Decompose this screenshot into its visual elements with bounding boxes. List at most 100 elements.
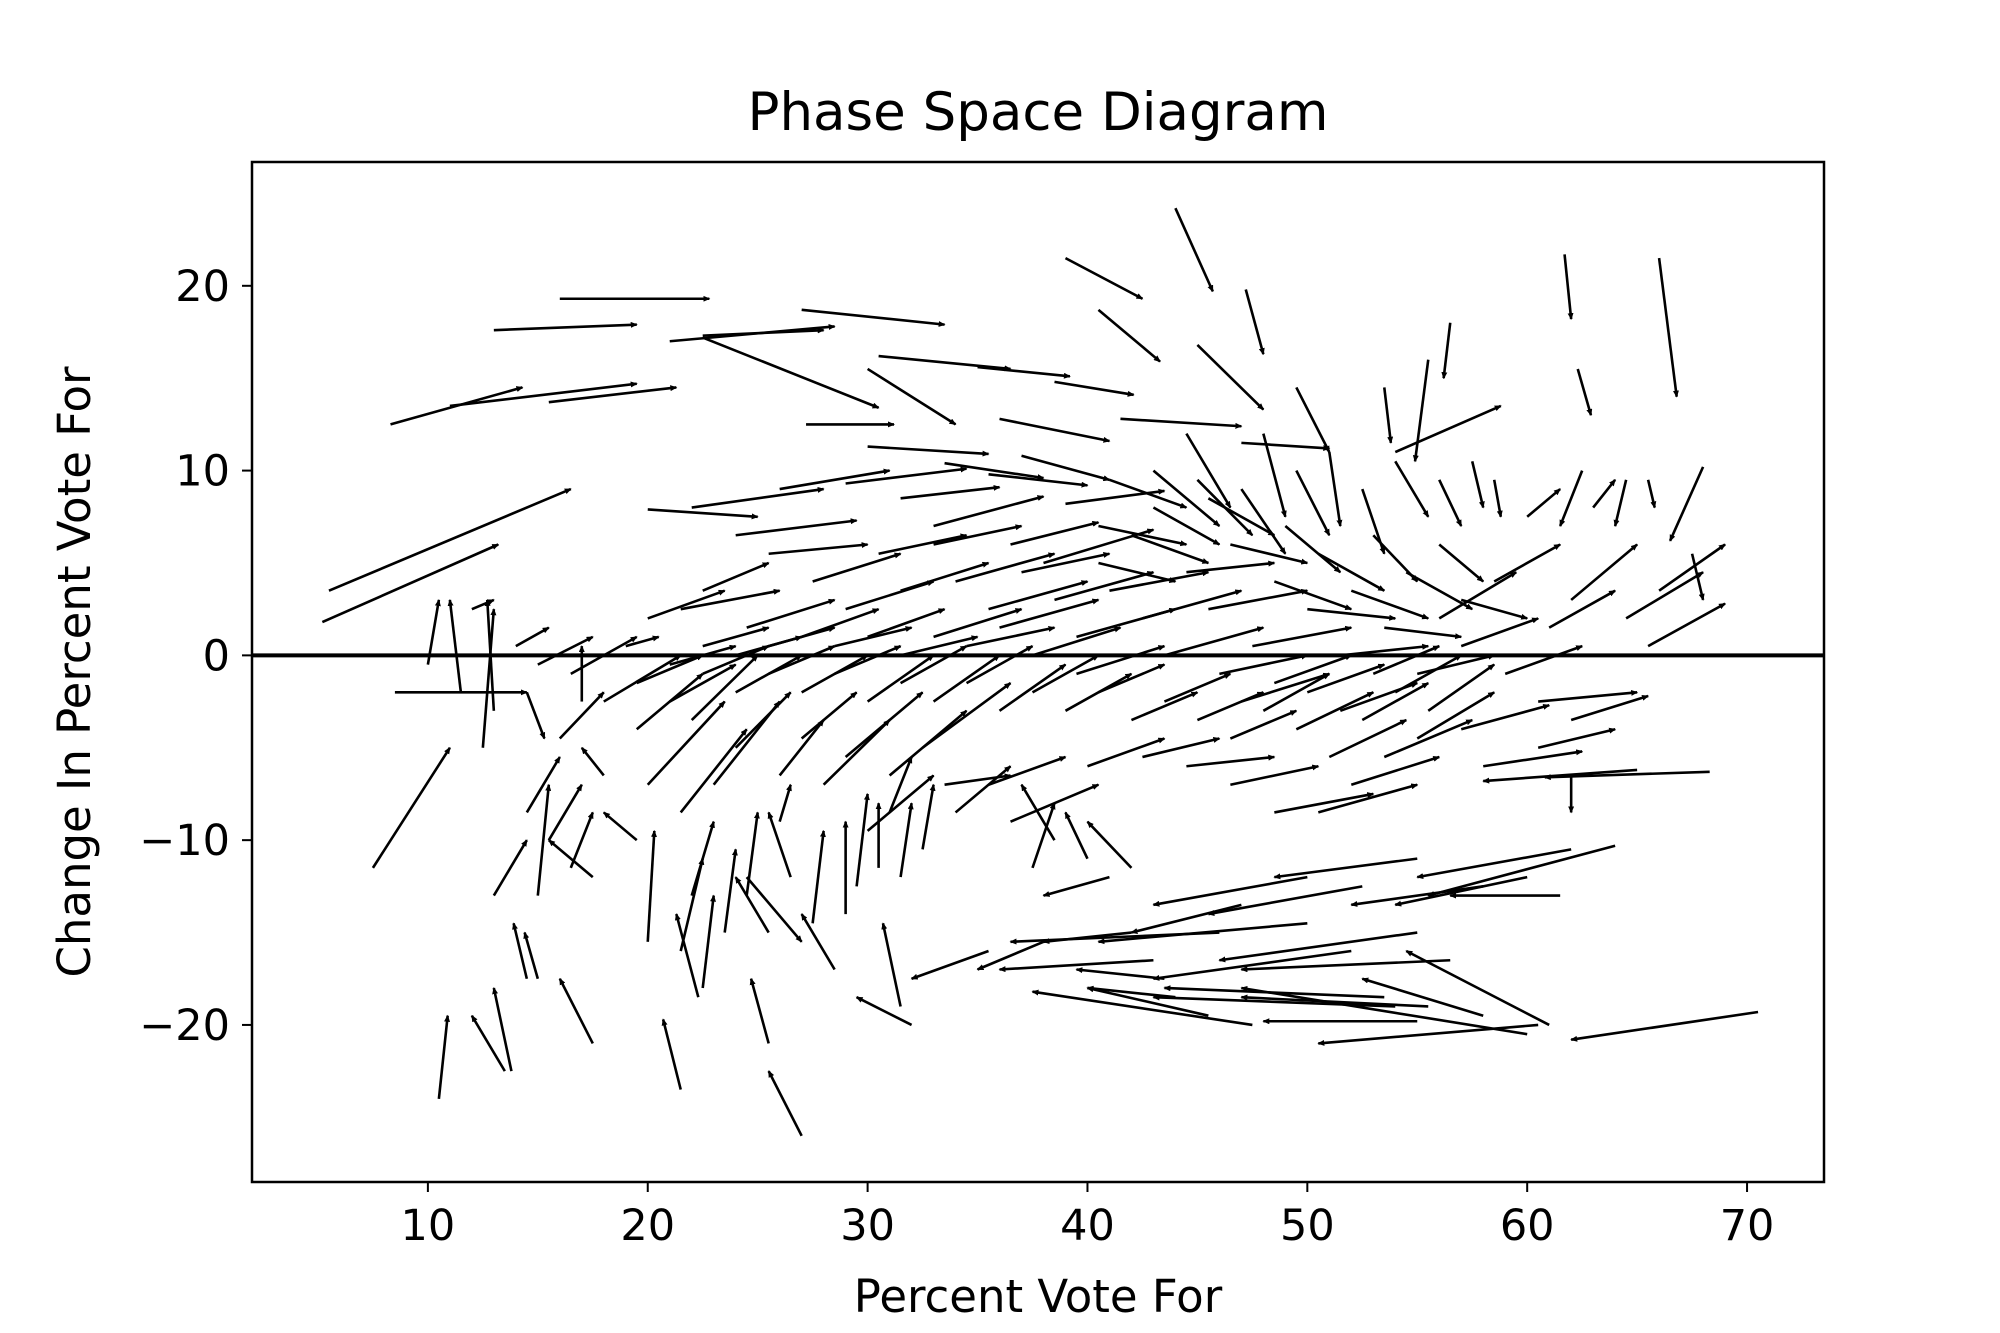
phase-arrow <box>679 728 748 814</box>
phase-arrow <box>735 635 803 657</box>
phase-arrow <box>1570 1010 1759 1042</box>
arrows-layer <box>321 207 1759 1137</box>
phase-arrow <box>646 829 657 942</box>
phase-arrow <box>1086 985 1176 999</box>
phase-arrow <box>800 691 858 740</box>
phase-arrow <box>525 691 546 740</box>
phase-arrow <box>1690 553 1705 601</box>
phase-arrow <box>921 783 936 850</box>
phase-arrow <box>647 508 759 520</box>
phase-arrow <box>1361 977 1484 1017</box>
phase-arrow <box>881 922 902 1007</box>
x-tick-label: 20 <box>620 1201 675 1251</box>
phase-arrow <box>1295 469 1331 537</box>
y-axis-label: Change In Percent Vote For <box>48 366 101 978</box>
phase-arrow <box>746 598 836 629</box>
phase-arrow <box>778 783 792 823</box>
phase-arrow <box>1273 654 1353 685</box>
phase-arrow <box>1086 820 1133 869</box>
phase-arrow <box>1295 386 1331 453</box>
phase-arrow <box>669 663 737 703</box>
phase-arrow <box>1120 417 1243 429</box>
phase-arrow <box>548 385 678 404</box>
y-tick-label: 20 <box>175 262 230 312</box>
phase-arrow <box>1152 506 1221 546</box>
phase-arrow <box>1394 460 1430 518</box>
phase-arrow <box>1097 308 1161 363</box>
phase-arrow <box>1350 885 1484 907</box>
phase-arrow <box>965 644 1034 685</box>
phase-arrow <box>855 996 913 1027</box>
phase-arrow <box>899 802 914 878</box>
phase-arrow <box>1010 520 1100 546</box>
phase-arrow <box>977 365 1071 379</box>
phase-arrow <box>1647 602 1726 648</box>
phase-arrow <box>1317 1023 1539 1046</box>
phase-arrow <box>866 654 935 703</box>
phase-arrow <box>1328 451 1343 528</box>
phase-arrow <box>1031 802 1056 869</box>
phase-arrow <box>1504 644 1584 676</box>
plot-frame <box>250 160 1826 1184</box>
phase-arrow <box>855 792 870 887</box>
phase-arrow <box>845 466 968 485</box>
y-tick-label: −20 <box>139 1001 230 1051</box>
phase-arrow <box>702 336 880 409</box>
phase-arrow <box>1328 718 1408 759</box>
phase-arrow <box>481 608 497 748</box>
phase-arrow <box>888 756 913 813</box>
phase-arrow <box>1538 689 1639 703</box>
phase-arrow <box>988 580 1089 611</box>
phase-arrow <box>1131 534 1210 565</box>
phase-arrow <box>1075 967 1165 981</box>
phase-arrow <box>735 654 803 694</box>
phase-arrow <box>580 746 605 777</box>
phase-arrow <box>734 876 770 934</box>
phase-arrow <box>1218 931 1418 963</box>
phase-arrow <box>1064 672 1133 712</box>
phase-arrow <box>1230 543 1309 565</box>
phase-arrow <box>1152 875 1308 907</box>
phase-arrow <box>1241 441 1331 452</box>
phase-arrow <box>1240 985 1528 1036</box>
phase-arrow <box>1350 755 1441 786</box>
phase-arrow <box>910 949 989 980</box>
phase-arrow <box>778 719 825 777</box>
phase-arrow <box>602 811 638 842</box>
phase-arrow <box>523 931 540 980</box>
phase-arrow <box>1087 737 1166 768</box>
phase-arrow <box>702 561 770 592</box>
phase-arrow <box>900 635 979 657</box>
phase-arrow <box>1065 488 1166 506</box>
phase-arrow <box>569 811 594 869</box>
phase-arrow <box>1273 857 1418 880</box>
phase-arrow <box>1109 570 1210 592</box>
phase-arrow <box>1438 543 1485 583</box>
x-tick-label: 10 <box>401 1201 456 1251</box>
phase-arrow <box>470 1014 506 1072</box>
phase-arrow <box>812 552 902 583</box>
phase-arrow <box>558 977 594 1045</box>
phase-arrow <box>1273 580 1353 611</box>
phase-arrow <box>1383 718 1474 759</box>
phase-arrow <box>1042 875 1110 897</box>
phase-arrow <box>1625 571 1704 620</box>
phase-arrow <box>691 486 825 509</box>
phase-arrow <box>547 783 583 841</box>
phase-arrow <box>801 308 946 327</box>
phase-arrow <box>767 811 792 878</box>
phase-arrow <box>1064 256 1144 300</box>
phase-arrow <box>1174 207 1214 293</box>
phase-arrow <box>1339 681 1419 713</box>
x-tick-label: 60 <box>1500 1201 1555 1251</box>
phase-arrow <box>1064 811 1089 860</box>
phase-arrow <box>647 589 726 620</box>
phase-arrow <box>1412 359 1430 463</box>
phase-arrow <box>1460 617 1540 648</box>
phase-arrow <box>933 607 1023 639</box>
phase-arrow <box>646 700 726 786</box>
phase-arrow <box>878 354 1012 372</box>
phase-arrow <box>1152 949 1352 981</box>
phase-arrow <box>1405 571 1474 611</box>
phase-arrow <box>1186 560 1276 574</box>
